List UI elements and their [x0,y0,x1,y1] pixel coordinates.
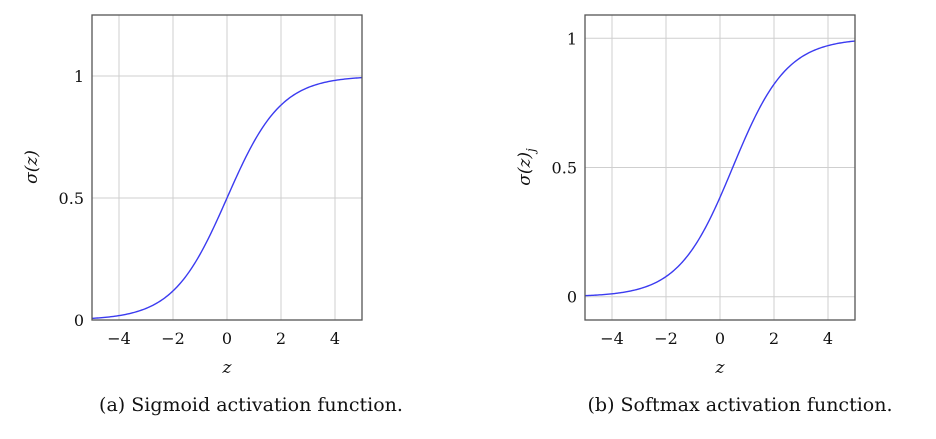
sigmoid-plot-frame [91,14,363,321]
x-tick-label: 2 [276,329,286,348]
softmax-y-axis-label: σ(z)j [515,148,538,186]
sigmoid-caption: (a) Sigmoid activation function. [99,394,403,416]
softmax-x-axis-label: z [715,358,726,378]
softmax-gridlines [585,15,855,320]
sigmoid-y-axis-label: σ(z) [22,150,42,184]
softmax-curve [584,40,856,297]
x-tick-label: −4 [107,329,131,348]
softmax-panel: −4 −2 0 2 4 00.51 z σ(z)j (b) Softmax activa… [515,14,893,416]
y-tick-label: 1 [74,67,84,86]
softmax-caption: (b) Softmax activation function. [588,394,893,416]
x-tick-label: 4 [330,329,340,348]
softmax-x-tick-labels: −4 −2 0 2 4 [600,329,833,348]
x-tick-label: −4 [600,329,624,348]
sigmoid-curve [91,76,363,320]
x-tick-label: −2 [654,329,678,348]
sigmoid-y-tick-labels: 00.51 [59,67,84,330]
softmax-plot-frame [584,14,856,321]
y-tick-label: 0 [74,311,84,330]
y-tick-label: 0.5 [59,189,84,208]
y-tick-label: 0 [567,288,577,307]
x-tick-label: 0 [222,329,232,348]
sigmoid-gridlines [92,15,362,321]
x-tick-label: 0 [715,329,725,348]
sigmoid-x-tick-labels: −4 −2 0 2 4 [107,329,340,348]
x-tick-label: −2 [161,329,185,348]
sigmoid-x-axis-label: z [222,358,233,378]
x-tick-label: 4 [823,329,833,348]
y-tick-label: 0.5 [552,159,577,178]
sigmoid-panel: −4 −2 0 2 4 00.51 z σ(z) (a) Sigmoid activat… [22,14,403,416]
softmax-y-tick-labels: 00.51 [552,29,577,306]
y-tick-label: 1 [567,29,577,48]
x-tick-label: 2 [769,329,779,348]
